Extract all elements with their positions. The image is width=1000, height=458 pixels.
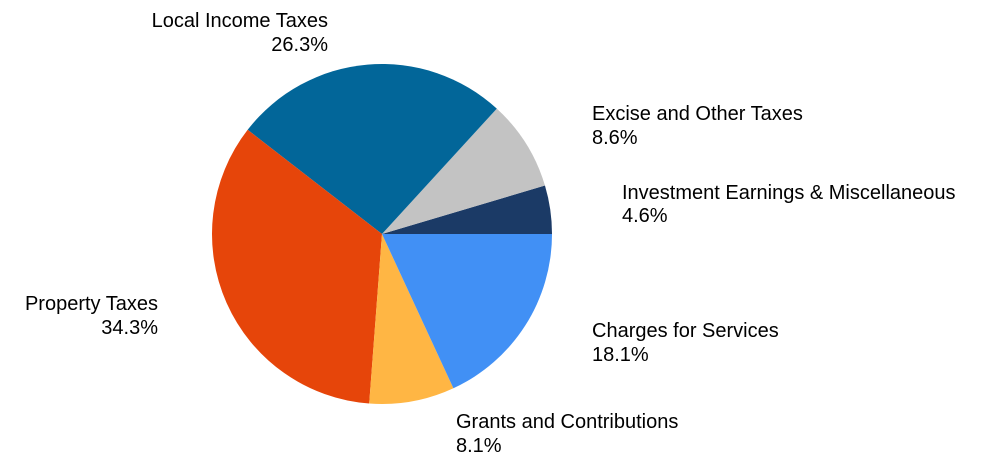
slice-value-excise-and-other-taxes: 8.6% bbox=[592, 127, 638, 149]
slice-value-grants-and-contributions: 8.1% bbox=[456, 435, 502, 457]
slice-value-investment-earnings-miscellaneous: 4.6% bbox=[622, 205, 668, 227]
pie-slice-grants-and-contributions bbox=[369, 234, 454, 405]
pie-slice-local-income-taxes bbox=[247, 63, 497, 234]
slice-label-investment-earnings-miscellaneous: Investment Earnings & Miscellaneous bbox=[622, 182, 956, 204]
pie-slice-investment-earnings-miscellaneous bbox=[382, 185, 552, 234]
slice-label-excise-and-other-taxes: Excise and Other Taxes bbox=[592, 103, 803, 125]
slice-label-property-taxes: Property Taxes bbox=[25, 293, 158, 315]
slice-value-local-income-taxes: 26.3% bbox=[271, 34, 328, 56]
pie-slice-charges-for-services bbox=[382, 234, 552, 389]
slice-label-local-income-taxes: Local Income Taxes bbox=[152, 10, 328, 32]
slice-label-charges-for-services: Charges for Services bbox=[592, 320, 779, 342]
slice-label-grants-and-contributions: Grants and Contributions bbox=[456, 411, 678, 433]
pie-slice-excise-and-other-taxes bbox=[382, 108, 545, 234]
pie-slice-property-taxes bbox=[211, 129, 382, 404]
pie-slices bbox=[211, 63, 552, 405]
slice-value-property-taxes: 34.3% bbox=[101, 317, 158, 339]
slice-value-charges-for-services: 18.1% bbox=[592, 344, 649, 366]
